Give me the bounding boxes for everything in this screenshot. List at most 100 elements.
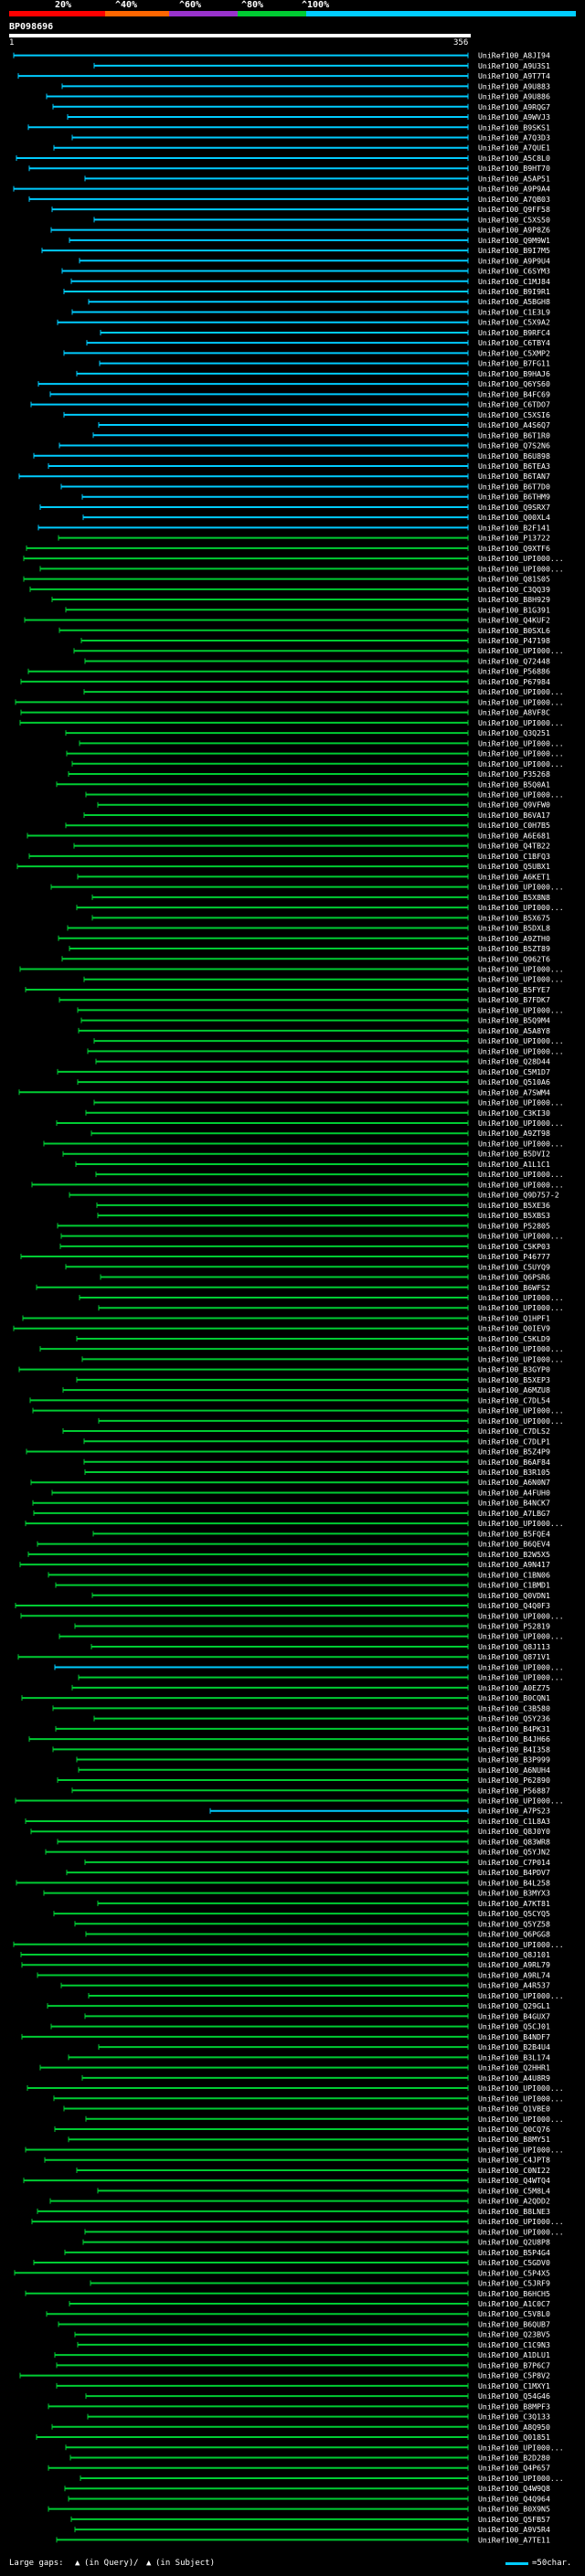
hit-row[interactable]: UniRef100_A7Q3D3 — [71, 133, 550, 142]
hit-row[interactable]: UniRef100_A2QDD2 — [49, 2197, 550, 2206]
hit-row[interactable]: UniRef100_UPI000... — [32, 1406, 564, 1415]
hit-label[interactable]: UniRef100_B6TEA3 — [478, 461, 550, 471]
hit-row[interactable]: UniRef100_B2B4U4 — [98, 2042, 550, 2051]
hit-label[interactable]: UniRef100_A9N417 — [478, 1560, 550, 1569]
hit-label[interactable]: UniRef100_A9T7T4 — [478, 71, 550, 80]
hit-label[interactable]: UniRef100_UPI000... — [478, 697, 564, 706]
hit-row[interactable]: UniRef100_P52805 — [57, 1221, 550, 1230]
hit-row[interactable]: UniRef100_UPI000... — [85, 790, 564, 800]
hit-row[interactable]: UniRef100_Q2U8P8 — [82, 2238, 550, 2247]
hit-row[interactable]: UniRef100_A9N417 — [19, 1560, 550, 1569]
hit-label[interactable]: UniRef100_UPI000... — [478, 718, 564, 727]
hit-row[interactable]: UniRef100_B4I358 — [52, 1744, 550, 1754]
hit-label[interactable]: UniRef100_UPI000... — [478, 1139, 564, 1148]
hit-row[interactable]: UniRef100_Q5UBX1 — [16, 862, 550, 871]
hit-row[interactable]: UniRef100_UPI000... — [98, 1416, 564, 1426]
hit-row[interactable]: UniRef100_Q871V1 — [17, 1652, 550, 1661]
hit-row[interactable]: UniRef100_C1MJ84 — [70, 277, 550, 286]
hit-row[interactable]: UniRef100_A6NUH4 — [78, 1765, 550, 1775]
hit-row[interactable]: UniRef100_UPI000... — [93, 1098, 564, 1108]
hit-label[interactable]: UniRef100_A7QB03 — [478, 195, 550, 204]
hit-label[interactable]: UniRef100_B9HAJ6 — [478, 369, 550, 378]
hit-label[interactable]: UniRef100_Q23BV5 — [478, 2330, 550, 2339]
hit-label[interactable]: UniRef100_UPI000... — [478, 1344, 564, 1353]
hit-row[interactable]: UniRef100_A9WVJ3 — [67, 112, 550, 122]
hit-row[interactable]: UniRef100_C5P8V2 — [19, 2371, 550, 2380]
hit-row[interactable]: UniRef100_C0H7B5 — [65, 821, 550, 830]
hit-label[interactable]: UniRef100_C5XSI6 — [478, 410, 550, 419]
hit-row[interactable]: UniRef100_C3Q133 — [87, 2412, 550, 2422]
hit-row[interactable]: UniRef100_UPI000... — [39, 564, 564, 573]
hit-label[interactable]: UniRef100_B4L258 — [478, 1878, 550, 1887]
hit-row[interactable]: UniRef100_B3MYX3 — [43, 1889, 550, 1898]
hit-label[interactable]: UniRef100_C7DL54 — [478, 1395, 550, 1405]
hit-label[interactable]: UniRef100_UPI000... — [478, 646, 564, 655]
hit-row[interactable]: UniRef100_B4JH66 — [28, 1734, 550, 1744]
hit-row[interactable]: UniRef100_C5X9A2 — [57, 318, 550, 327]
hit-row[interactable]: UniRef100_UPI000... — [39, 1344, 564, 1353]
hit-row[interactable]: UniRef100_A9ZT98 — [90, 1129, 550, 1138]
hit-row[interactable]: UniRef100_C5V8L0 — [46, 2309, 550, 2318]
hit-row[interactable]: UniRef100_B2D280 — [69, 2454, 550, 2463]
hit-row[interactable]: UniRef100_C7P014 — [84, 1858, 550, 1867]
hit-label[interactable]: UniRef100_UPI000... — [478, 1180, 564, 1189]
hit-label[interactable]: UniRef100_UPI000... — [478, 1293, 564, 1302]
hit-label[interactable]: UniRef100_C7DLP1 — [478, 1436, 550, 1446]
hit-label[interactable]: UniRef100_C5XS50 — [478, 215, 550, 224]
hit-label[interactable]: UniRef100_B2B4U4 — [478, 2042, 550, 2051]
hit-label[interactable]: UniRef100_UPI000... — [478, 1662, 564, 1671]
hit-row[interactable]: UniRef100_A7QB03 — [28, 195, 550, 204]
hit-row[interactable]: UniRef100_UPI000... — [50, 883, 564, 892]
hit-label[interactable]: UniRef100_UPI000... — [478, 2227, 564, 2236]
hit-row[interactable]: UniRef100_C1E3L9 — [71, 307, 550, 316]
hit-row[interactable]: UniRef100_Q9XTF6 — [26, 544, 550, 553]
hit-row[interactable]: UniRef100_C3QQ39 — [29, 585, 550, 594]
hit-row[interactable]: UniRef100_A0EZ75 — [71, 1683, 550, 1692]
hit-row[interactable]: UniRef100_P52819 — [74, 1622, 550, 1631]
hit-label[interactable]: UniRef100_P13722 — [478, 534, 550, 543]
hit-label[interactable]: UniRef100_B3MYX3 — [478, 1889, 550, 1898]
hit-row[interactable]: UniRef100_C1MXY1 — [56, 2381, 550, 2390]
hit-label[interactable]: UniRef100_UPI000... — [478, 790, 564, 800]
hit-label[interactable]: UniRef100_A9RL79 — [478, 1960, 550, 1969]
hit-label[interactable]: UniRef100_C5UYQ9 — [478, 1262, 550, 1271]
hit-row[interactable]: UniRef100_Q5Y236 — [93, 1714, 550, 1723]
hit-label[interactable]: UniRef100_P56887 — [478, 1786, 550, 1795]
hit-label[interactable]: UniRef100_B3R105 — [478, 1468, 550, 1477]
hit-row[interactable]: UniRef100_UPI000... — [71, 759, 564, 769]
hit-row[interactable]: UniRef100_C5M1D7 — [57, 1067, 550, 1076]
hit-row[interactable]: UniRef100_A9V5R4 — [74, 2525, 550, 2534]
hit-label[interactable]: UniRef100_Q9XTF6 — [478, 544, 550, 553]
hit-label[interactable]: UniRef100_Q83WR8 — [478, 1837, 550, 1846]
hit-row[interactable]: UniRef100_A9U3S1 — [93, 61, 550, 70]
hit-label[interactable]: UniRef100_C6TDO7 — [478, 400, 550, 409]
hit-row[interactable]: UniRef100_B5FQE4 — [92, 1529, 550, 1538]
hit-label[interactable]: UniRef100_B5Q0A1 — [478, 779, 550, 789]
hit-row[interactable]: UniRef100_A9RL79 — [21, 1960, 550, 1969]
hit-row[interactable]: UniRef100_Q8J101 — [20, 1950, 550, 1959]
hit-label[interactable]: UniRef100_P62890 — [478, 1776, 550, 1785]
hit-label[interactable]: UniRef100_B6THM9 — [478, 493, 550, 502]
hit-label[interactable]: UniRef100_A4R537 — [478, 1981, 550, 1990]
hit-label[interactable]: UniRef100_Q5UBX1 — [478, 862, 550, 871]
hit-row[interactable]: UniRef100_C5XSI6 — [63, 410, 550, 419]
hit-row[interactable]: UniRef100_A5A8Y8 — [78, 1026, 550, 1035]
hit-row[interactable]: UniRef100_Q9FF58 — [51, 205, 550, 214]
hit-row[interactable]: UniRef100_A6N0N7 — [30, 1478, 550, 1487]
hit-label[interactable]: UniRef100_Q54G46 — [478, 2391, 550, 2401]
hit-label[interactable]: UniRef100_A7KT81 — [478, 1899, 550, 1908]
hit-row[interactable]: UniRef100_B5Q9M4 — [80, 1016, 550, 1025]
hit-label[interactable]: UniRef100_Q6PGG8 — [478, 1930, 550, 1939]
hit-row[interactable]: UniRef100_P62890 — [57, 1776, 550, 1785]
hit-label[interactable]: UniRef100_C7P014 — [478, 1858, 550, 1867]
hit-row[interactable]: UniRef100_A7TE11 — [56, 2535, 550, 2544]
hit-row[interactable]: UniRef100_B9SKS1 — [27, 122, 550, 132]
hit-label[interactable]: UniRef100_UPI000... — [478, 1098, 564, 1108]
hit-label[interactable]: UniRef100_B9I9R1 — [478, 287, 550, 296]
hit-row[interactable]: UniRef100_B9HAJ6 — [76, 369, 550, 378]
hit-row[interactable]: UniRef100_A8VF8C — [20, 708, 550, 717]
hit-row[interactable]: UniRef100_UPI000... — [19, 718, 564, 727]
hit-row[interactable]: UniRef100_UPI000... — [78, 1673, 564, 1682]
hit-row[interactable]: UniRef100_Q0VDN1 — [91, 1591, 550, 1600]
hit-label[interactable]: UniRef100_C1MJ84 — [478, 277, 550, 286]
